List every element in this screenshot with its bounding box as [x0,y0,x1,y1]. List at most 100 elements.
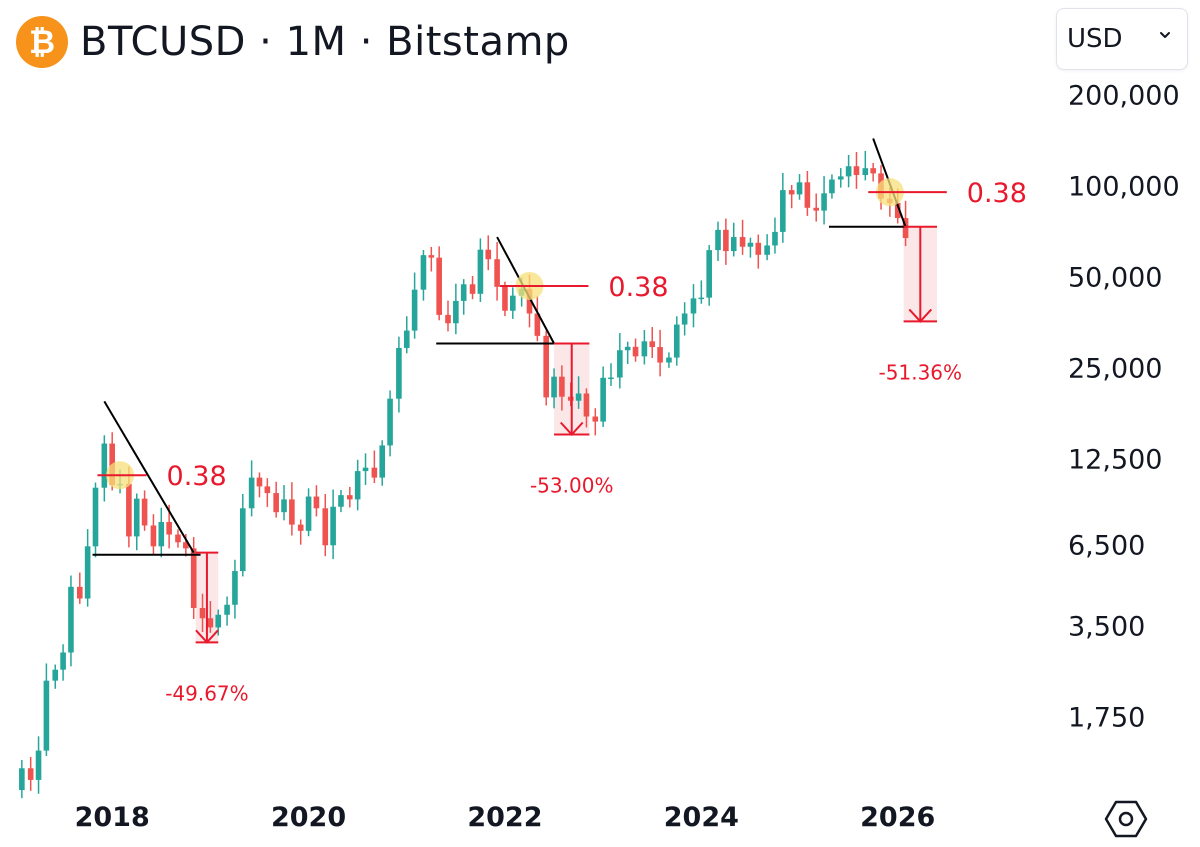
candle-body [829,179,835,194]
candle-body [224,604,230,615]
bitcoin-logo-glyph: ₿ [28,23,56,61]
candle-body [657,347,663,363]
drawdown-arrow-head [908,308,933,323]
candle-body [215,614,222,628]
candle-body [207,618,214,628]
x-axis-tick-label: 2026 [860,802,935,833]
candle-body [183,542,189,549]
candle-body [813,207,820,211]
y-axis-tick-label: 6,500 [1068,530,1145,561]
candle-body [747,242,754,247]
candle-body [428,255,435,258]
candle-body [289,499,295,525]
drawdown-percent-label: -53.00% [530,473,613,497]
candle-body [256,477,263,487]
candle-body [698,297,705,300]
candle-body [175,534,181,543]
candle-body [837,176,844,180]
candle-body [354,471,361,500]
candle-body [379,445,386,478]
currency-label: USD [1067,24,1123,54]
candle-body [649,341,656,348]
candle-body [592,416,599,422]
candle-body [559,376,565,397]
candle-body [551,376,557,398]
candle-body [35,750,42,780]
candle-body [862,168,869,176]
chart-header: ₿ BTCUSD · 1M · Bitstamp [16,14,570,70]
candle-body [730,237,737,252]
candle-body [403,330,410,348]
candle-body [673,324,680,358]
candle-body [706,250,712,298]
candle-body [158,522,165,547]
fib-level-label: 0.38 [608,272,668,303]
x-axis-tick-label: 2020 [271,802,346,833]
candle-body [84,546,91,599]
candle-body [239,508,246,572]
candle-body [445,314,451,324]
candle-body [387,398,393,446]
candle-body [845,166,852,177]
candle-body [477,249,484,294]
candle-body [902,218,909,239]
candle-body [264,486,271,494]
y-axis-tick-label: 3,500 [1068,612,1145,643]
candle-body [190,548,197,609]
candle-body [43,680,50,751]
candle-body [313,496,320,509]
candle-body [411,289,418,331]
candle-body [666,357,672,363]
candle-body [27,768,34,780]
candle-body [166,522,172,535]
y-axis-tick-label: 12,500 [1068,444,1162,475]
candle-body [322,508,329,546]
candle-body [632,346,639,357]
fib-level-label: 0.38 [167,461,227,492]
candle-body [396,347,402,399]
candle-body [469,284,476,294]
candle-body [894,202,901,219]
drawdown-percent-label: -51.36% [879,360,962,384]
candle-body [502,286,508,311]
candle-body [297,524,304,531]
candle-body [232,571,238,605]
candle-body [764,245,770,255]
drawdown-arrow-head [559,421,584,436]
candle-body [608,377,614,380]
candle-body [150,525,157,547]
y-axis-tick-label: 200,000 [1068,80,1180,111]
y-axis-tick-label: 25,000 [1068,353,1162,384]
candle-body [436,257,442,315]
candle-body [330,506,336,546]
candle-body [60,652,66,670]
candle-body [526,288,533,314]
candle-body [485,249,492,260]
candle-body [347,495,353,500]
candle-body [68,586,74,653]
candle-body [460,284,467,301]
candle-body [617,350,623,378]
candle-body [772,231,778,246]
currency-select[interactable]: USD [1056,8,1188,70]
chevron-down-icon [1160,32,1170,38]
candle-body [780,190,786,232]
candle-body [739,237,746,247]
candle-body [870,168,876,174]
candle-body [248,477,255,509]
candle-body [821,193,827,211]
candle-body [723,229,729,252]
candle-body [575,393,582,401]
candle-body [76,586,83,599]
candle-body [534,313,541,336]
candle-body [600,377,606,422]
chart-settings-button[interactable] [1102,798,1150,840]
candle-body [281,499,287,513]
candle-body [371,467,378,478]
candle-body [141,498,148,526]
candle-body [420,255,427,290]
candle-body [126,483,132,537]
candle-body [362,467,369,472]
downtrend-line [103,400,195,554]
